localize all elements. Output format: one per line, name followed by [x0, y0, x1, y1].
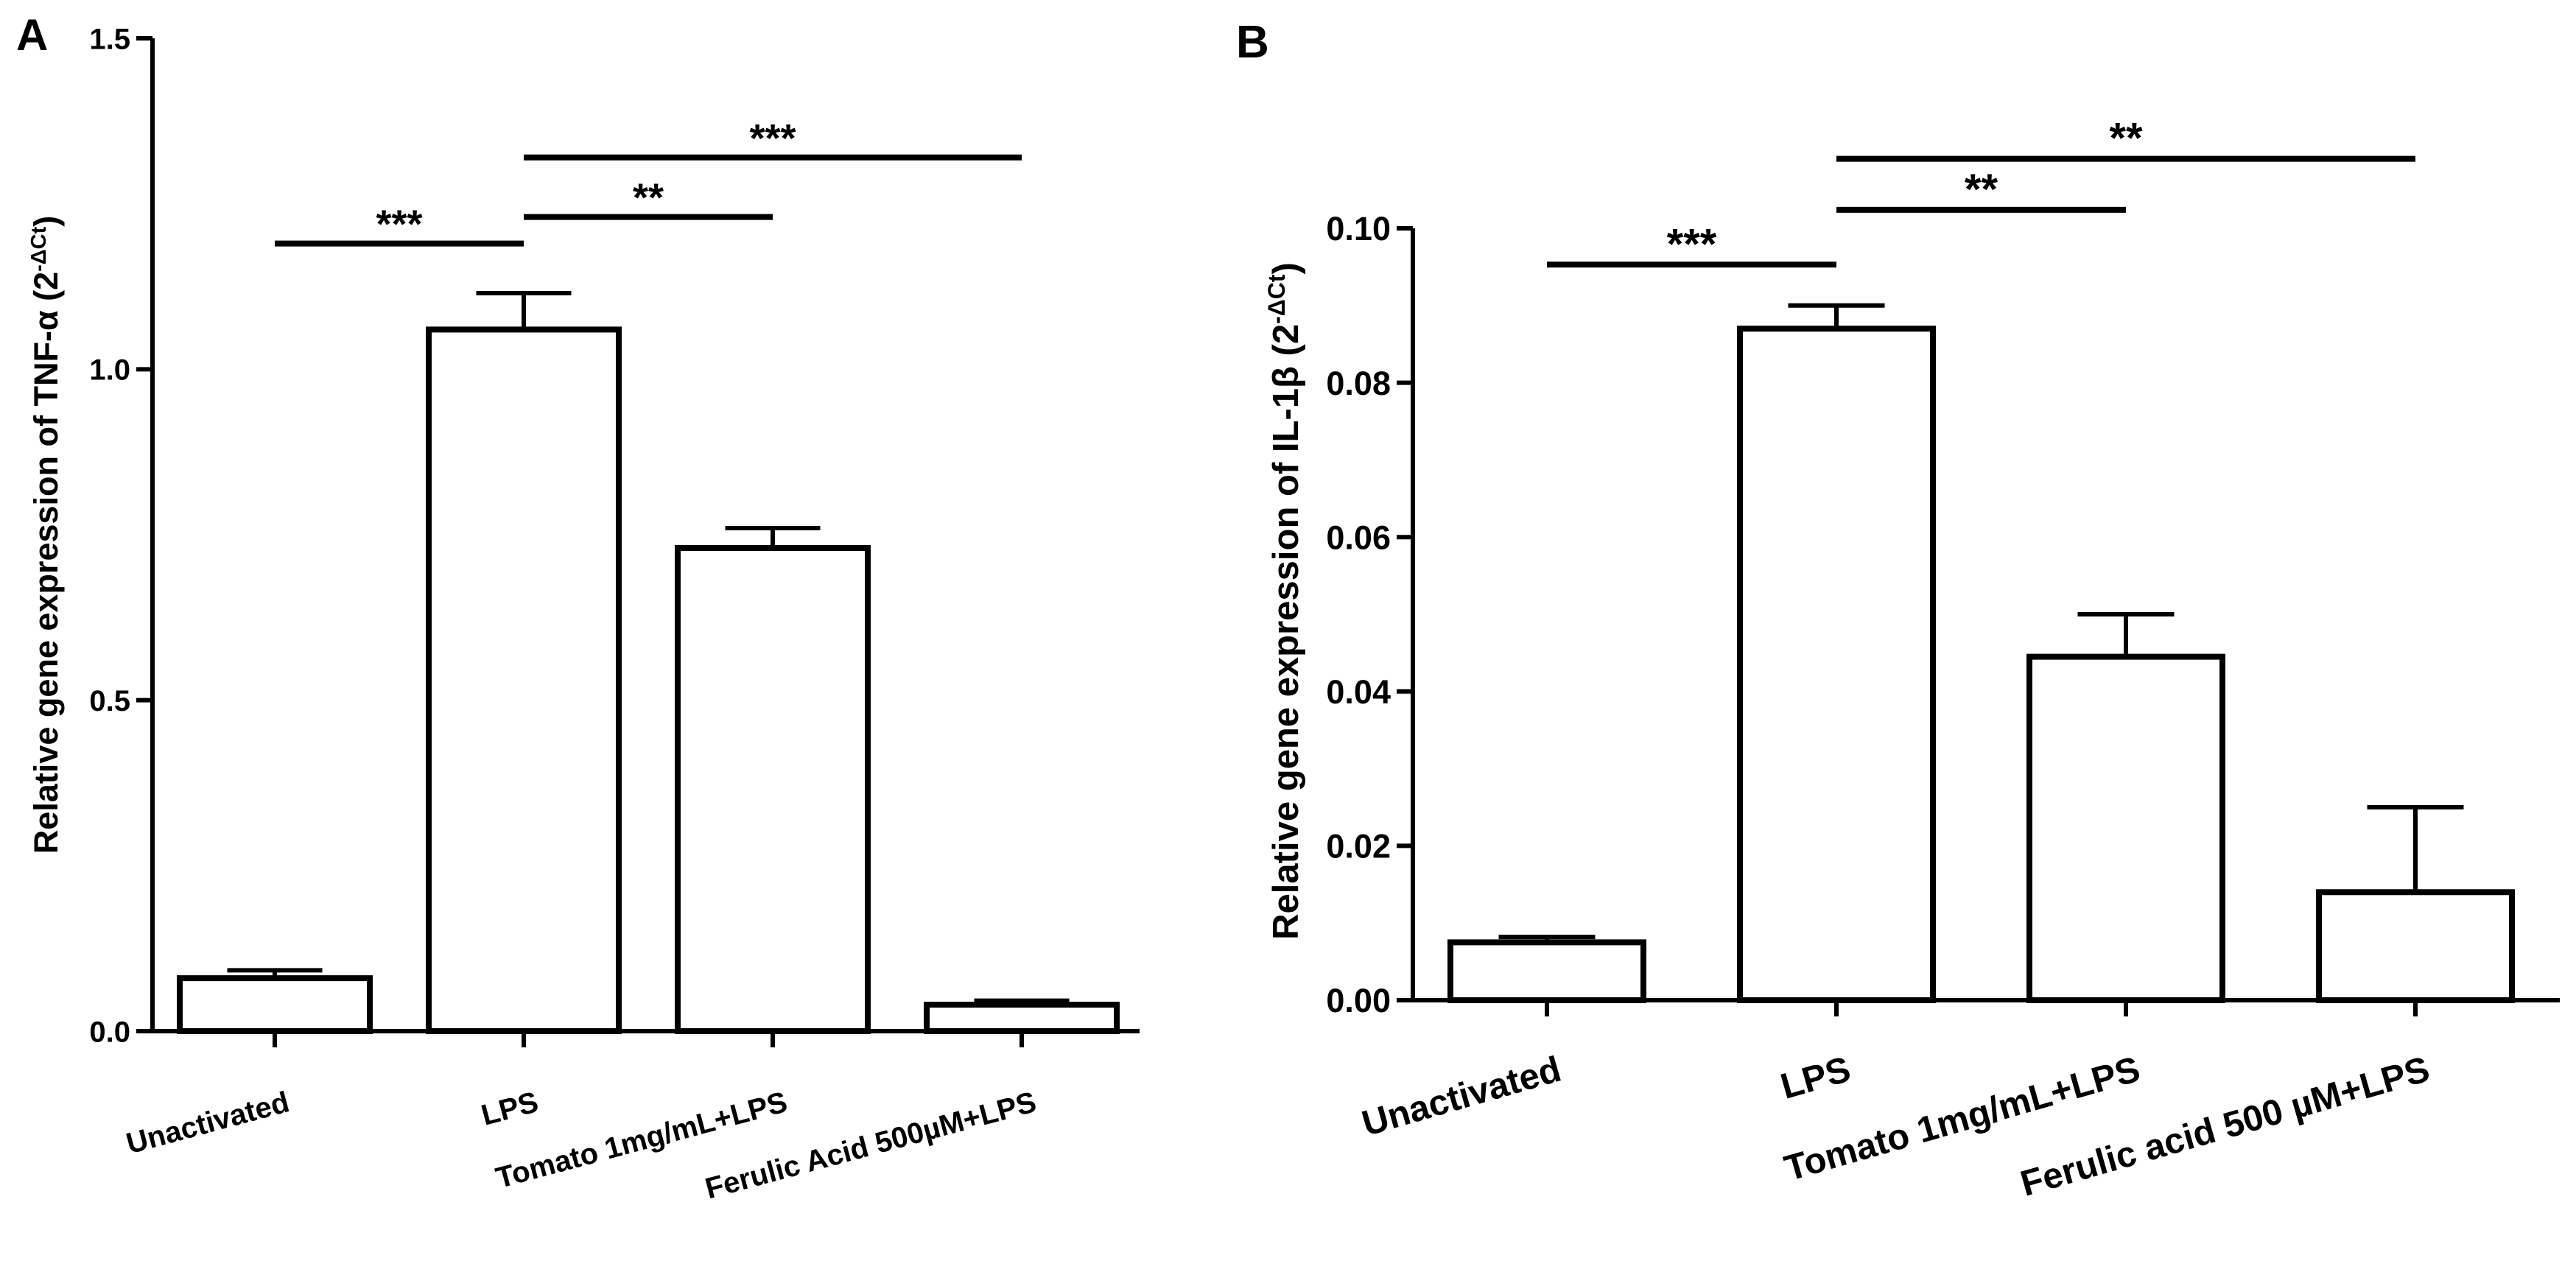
x-tick-label: Unactivated: [1358, 1050, 1565, 1144]
y-axis-label-end: ): [27, 216, 65, 227]
y-tick-label: 0.06: [1326, 519, 1391, 556]
panel-a: A 0.0 0.5 1.0 1.5 Relative gene expression of…: [16, 10, 1140, 1205]
bar: [426, 326, 622, 1034]
y-axis-label-superscript: -ΔCt: [27, 226, 51, 271]
y-axis-label-main: Relative gene expression of TNF-α (2: [27, 272, 65, 854]
bar: [2026, 653, 2225, 1003]
y-tick-label: 0.10: [1326, 210, 1391, 247]
y-tick-label: 0.02: [1326, 828, 1391, 865]
significance-label: **: [633, 176, 664, 220]
bar: [177, 975, 373, 1035]
panel-b: B 0.00 0.02 0.04 0.06 0.08 0.10 Relative gene e…: [1236, 17, 2560, 1204]
y-tick-label: 0.00: [1326, 982, 1391, 1019]
bar: [675, 544, 871, 1034]
x-tick-label: Unactivated: [123, 1086, 292, 1160]
y-tick-label: 0.5: [89, 685, 130, 717]
significance-label: ***: [749, 116, 796, 161]
bar: [1737, 326, 1936, 1003]
panel-label: B: [1236, 17, 1269, 68]
y-tick-label: 0.08: [1326, 365, 1391, 402]
panel-label: A: [16, 10, 48, 60]
significance-label: ***: [376, 203, 422, 247]
y-axis-label-main: Relative gene expression of IL-1β (2: [1266, 324, 1306, 940]
bar: [1447, 939, 1646, 1004]
y-tick-label: 1.0: [89, 354, 130, 387]
y-tick-label: 0.04: [1326, 673, 1391, 711]
y-tick-label: 1.5: [89, 23, 130, 55]
y-axis-label-superscript: -ΔCt: [1263, 274, 1290, 324]
y-axis-label: Relative gene expression of TNF-α (2-ΔCt…: [27, 216, 65, 854]
significance-label: ***: [1667, 220, 1717, 268]
x-tick-label: LPS: [478, 1086, 542, 1132]
bar: [924, 1002, 1120, 1035]
x-tick-label: LPS: [1777, 1050, 1855, 1107]
significance-label: **: [1965, 166, 1998, 214]
significance-label: **: [2109, 115, 2143, 163]
y-axis-label: Relative gene expression of IL-1β (2-ΔCt…: [1263, 262, 1306, 940]
y-axis-label-end: ): [1266, 262, 1306, 274]
bar: [2316, 889, 2515, 1004]
y-tick-label: 0.0: [89, 1016, 130, 1048]
